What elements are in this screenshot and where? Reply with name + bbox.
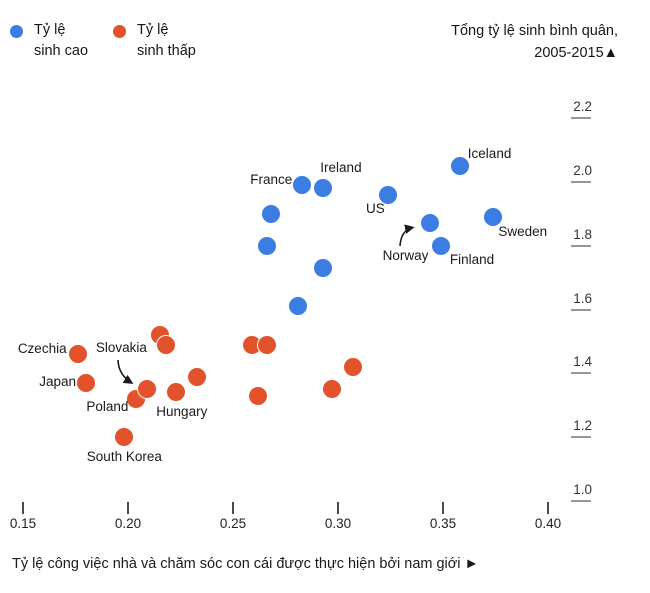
point-label-us: US: [366, 200, 385, 216]
y-tick-mark-1.4: [571, 372, 591, 375]
chart-title: Tổng tỷ lệ sinh bình quân, 2005-2015▲: [451, 20, 618, 64]
data-point-unlabeled: [256, 235, 277, 256]
data-point-unlabeled: [260, 203, 281, 224]
x-tick-label-0.30: 0.30: [324, 516, 352, 531]
point-label-iceland: Iceland: [467, 145, 512, 161]
point-label-france: France: [250, 172, 293, 188]
y-tick-label-2.0: 2.0: [573, 162, 592, 178]
chart-title-line1: Tổng tỷ lệ sinh bình quân,: [451, 23, 618, 39]
blue-dot-icon: [10, 25, 23, 38]
x-tick-label-0.35: 0.35: [429, 516, 457, 531]
point-label-ireland: Ireland: [320, 160, 362, 176]
point-label-south-korea: South Korea: [86, 449, 162, 465]
data-point-norway: [420, 213, 441, 234]
x-tick-mark-0.30: [337, 502, 339, 514]
orange-dot-icon: [113, 25, 127, 38]
data-point-unlabeled: [248, 385, 269, 406]
legend-label-high-fertility: Tỷ lệ sinh cao: [34, 20, 88, 62]
chart-title-line2: 2005-2015▲: [534, 45, 618, 61]
y-tick-label-1.8: 1.8: [573, 226, 592, 242]
data-point-ireland: [313, 178, 334, 199]
legend-item-low-fertility: Tỷ lệ sinh thấp: [113, 20, 196, 62]
point-label-japan: Japan: [39, 373, 76, 389]
x-tick-label-0.15: 0.15: [9, 516, 37, 531]
y-tick-mark-2.2: [571, 117, 591, 119]
data-point-unlabeled: [155, 334, 176, 355]
data-point-japan: [76, 372, 96, 393]
legend: Tỷ lệ sinh cao Tỷ lệ sinh thấp: [10, 20, 196, 62]
x-tick-label-0.20: 0.20: [114, 516, 142, 531]
y-tick-label-1.2: 1.2: [573, 418, 592, 434]
data-point-unlabeled: [313, 258, 334, 278]
y-tick-mark-1.2: [571, 436, 591, 439]
x-tick-mark-0.25: [232, 502, 234, 514]
x-tick-mark-0.40: [547, 502, 549, 514]
x-tick-label-0.40: 0.40: [534, 516, 562, 531]
data-point-finland: [430, 235, 451, 256]
point-label-poland: Poland: [86, 398, 129, 414]
x-tick-label-0.25: 0.25: [219, 516, 247, 531]
point-label-sweden: Sweden: [498, 223, 548, 239]
data-point-unlabeled: [342, 356, 363, 377]
point-label-czechia: Czechia: [17, 341, 67, 357]
data-point-czechia: [67, 344, 88, 365]
y-tick-label-1.6: 1.6: [573, 290, 592, 306]
data-point-sweden: [483, 206, 504, 227]
data-point-unlabeled: [288, 296, 309, 317]
data-point-unlabeled: [321, 379, 342, 400]
y-tick-mark-2.0: [571, 180, 591, 183]
point-label-norway: Norway: [382, 248, 429, 264]
legend-label-low-fertility: Tỷ lệ sinh thấp: [137, 20, 196, 62]
point-label-finland: Finland: [449, 251, 495, 267]
x-tick-mark-0.20: [127, 502, 129, 514]
data-point-unlabeled: [256, 334, 277, 355]
y-tick-label-1.4: 1.4: [573, 354, 592, 370]
data-point-south-korea: [113, 427, 134, 448]
point-label-hungary: Hungary: [156, 404, 208, 420]
legend-label-line2: sinh cao: [34, 43, 89, 59]
legend-item-high-fertility: Tỷ lệ sinh cao: [10, 20, 88, 62]
x-axis-label: Tỷ lệ công việc nhà và chăm sóc con cái …: [12, 556, 479, 572]
x-tick-mark-0.35: [442, 502, 444, 514]
legend-label-line1: Tỷ lệ: [137, 22, 169, 38]
data-point-unlabeled: [187, 366, 208, 387]
data-point-hungary: [166, 382, 187, 403]
y-tick-mark-1.0: [571, 500, 591, 502]
data-point-slovakia: [136, 379, 157, 400]
point-label-slovakia: Slovakia: [95, 340, 147, 356]
y-tick-label-1.0: 1.0: [573, 482, 592, 497]
y-tick-label-2.2: 2.2: [573, 99, 592, 114]
data-point-iceland: [449, 155, 470, 176]
y-tick-mark-1.6: [571, 308, 591, 311]
legend-label-line2: sinh thấp: [137, 43, 196, 59]
data-point-france: [292, 175, 313, 196]
data-point-us: [378, 184, 399, 205]
x-tick-mark-0.15: [22, 502, 24, 514]
legend-label-line1: Tỷ lệ: [34, 22, 66, 38]
y-tick-mark-1.8: [571, 244, 591, 247]
